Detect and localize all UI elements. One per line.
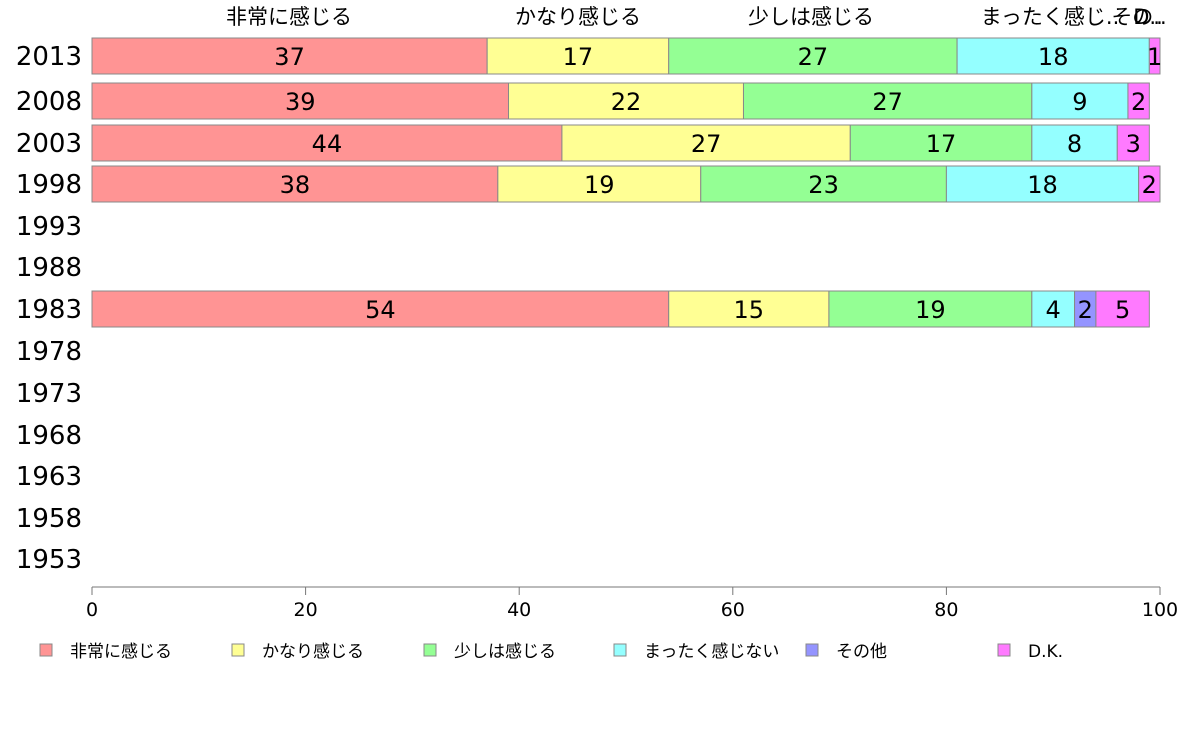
bar-value-label-1998-5: 2 <box>1142 171 1157 199</box>
bar-value-label-2013-5: 1 <box>1147 43 1162 71</box>
year-label-1973: 1973 <box>16 379 82 409</box>
bar-value-label-2003-3: 8 <box>1067 130 1082 158</box>
bar-segment-1983-1 <box>668 290 830 328</box>
legend-swatch-1 <box>231 643 245 657</box>
bar-value-label-1983-0: 54 <box>365 296 396 324</box>
year-label-2003: 2003 <box>16 129 82 159</box>
bar-value-label-2013-3: 18 <box>1038 43 1069 71</box>
bar-segment-2003-3 <box>1031 124 1118 162</box>
bar-segment-1983-2 <box>828 290 1033 328</box>
bar-segment-1983-0 <box>91 290 670 328</box>
bar-value-label-2003-0: 44 <box>312 130 343 158</box>
bar-value-label-2008-2: 27 <box>872 88 903 116</box>
year-label-2013: 2013 <box>16 42 82 72</box>
bar-segment-1983-5 <box>1095 290 1150 328</box>
bar-segment-2003-1 <box>561 124 851 162</box>
x-tick-label-20: 20 <box>294 599 318 621</box>
top-label-5: D.. <box>1133 5 1163 29</box>
top-category-labels: 非常に感じる かなり感じる 少しは感じる まったく感じ..その..D.. <box>226 5 1167 29</box>
bar-segment-1998-1 <box>497 165 702 203</box>
bar-value-label-1998-3: 18 <box>1027 171 1058 199</box>
bar-value-label-1998-0: 38 <box>280 171 311 199</box>
bar-value-label-1983-5: 5 <box>1115 296 1130 324</box>
bar-value-label-2013-1: 17 <box>563 43 594 71</box>
bar-segment-2003-2 <box>849 124 1033 162</box>
bar-segment-1998-3 <box>945 165 1140 203</box>
x-tick-label-0: 0 <box>86 599 98 621</box>
bar-segment-1998-5 <box>1138 165 1161 203</box>
bar-value-label-2013-0: 37 <box>274 43 305 71</box>
bar-value-label-2008-1: 22 <box>611 88 642 116</box>
bar-value-label-2008-5: 2 <box>1131 88 1146 116</box>
x-tick-label-40: 40 <box>507 599 531 621</box>
year-label-1983: 1983 <box>16 295 82 325</box>
bar-segment-2008-3 <box>1031 82 1129 120</box>
legend-label-2: 少しは感じる <box>454 642 556 662</box>
x-tick-label-100: 100 <box>1142 599 1178 621</box>
bar-value-label-1998-2: 23 <box>808 171 839 199</box>
bar-value-label-2003-2: 17 <box>926 130 957 158</box>
bar-segment-2008-5 <box>1127 82 1150 120</box>
x-tick-label-60: 60 <box>721 599 745 621</box>
year-label-2008: 2008 <box>16 87 82 117</box>
legend-swatch-4 <box>805 643 819 657</box>
bar-segment-1998-2 <box>700 165 947 203</box>
legend: 非常に感じる かなり感じる 少しは感じる まったく感じない その他 D.K. <box>39 642 1063 662</box>
top-label-0: 非常に感じる <box>226 5 352 29</box>
bar-value-label-2013-2: 27 <box>798 43 829 71</box>
top-label-2: 少しは感じる <box>748 5 874 29</box>
bar-segment-2013-1 <box>486 37 670 75</box>
legend-swatch-2 <box>423 643 437 657</box>
bar-value-label-2008-0: 39 <box>285 88 316 116</box>
x-tick-label-80: 80 <box>934 599 958 621</box>
top-label-3: まったく感じ.. <box>981 5 1120 29</box>
bar-value-label-2003-1: 27 <box>691 130 722 158</box>
legend-label-5: D.K. <box>1028 642 1063 662</box>
bar-value-label-1998-1: 19 <box>584 171 615 199</box>
year-labels: 2013 2008 2003 1998 1993 1988 1983 1978 1973 1968… <box>16 42 82 575</box>
bar-value-label-1983-1: 15 <box>734 296 765 324</box>
bars: 37 17 27 18 139 22 27 9 244 27 17 8 338 19 23 18 254 15 19… <box>91 37 1162 328</box>
bar-segment-1983-3 <box>1031 290 1076 328</box>
bar-segment-1998-0 <box>91 165 499 203</box>
bar-segment-2013-2 <box>668 37 958 75</box>
year-label-1978: 1978 <box>16 337 82 367</box>
bar-value-label-1983-2: 19 <box>915 296 946 324</box>
bar-value-label-2003-5: 3 <box>1126 130 1141 158</box>
year-label-1953: 1953 <box>16 545 82 575</box>
year-label-1993: 1993 <box>16 212 82 242</box>
year-label-1988: 1988 <box>16 253 82 283</box>
bar-segment-2013-0 <box>91 37 488 75</box>
year-label-1963: 1963 <box>16 462 82 492</box>
legend-label-1: かなり感じる <box>262 642 364 662</box>
year-label-1958: 1958 <box>16 504 82 534</box>
legend-label-0: 非常に感じる <box>70 642 172 662</box>
legend-swatch-3 <box>613 643 627 657</box>
legend-label-4: その他 <box>836 642 887 662</box>
bar-segment-2013-3 <box>956 37 1150 75</box>
bar-segment-2008-2 <box>742 82 1033 120</box>
year-label-1968: 1968 <box>16 421 82 451</box>
bar-segment-2003-5 <box>1116 124 1150 162</box>
bar-segment-2008-0 <box>91 82 510 120</box>
bar-value-label-1983-3: 4 <box>1046 296 1061 324</box>
legend-label-3: まったく感じない <box>644 642 779 662</box>
x-axis: 0 20 40 60 80 100 <box>86 586 1178 621</box>
year-label-1998: 1998 <box>16 170 82 200</box>
legend-swatch-0 <box>39 643 53 657</box>
top-label-1: かなり感じる <box>515 5 641 29</box>
bar-segment-2008-1 <box>508 82 744 120</box>
bar-value-label-1983-4: 2 <box>1078 296 1093 324</box>
top-label-4: その.. <box>1111 5 1166 29</box>
legend-swatch-5 <box>997 643 1011 657</box>
bar-value-label-2008-3: 9 <box>1072 88 1087 116</box>
bar-segment-2013-5 <box>1148 37 1161 75</box>
